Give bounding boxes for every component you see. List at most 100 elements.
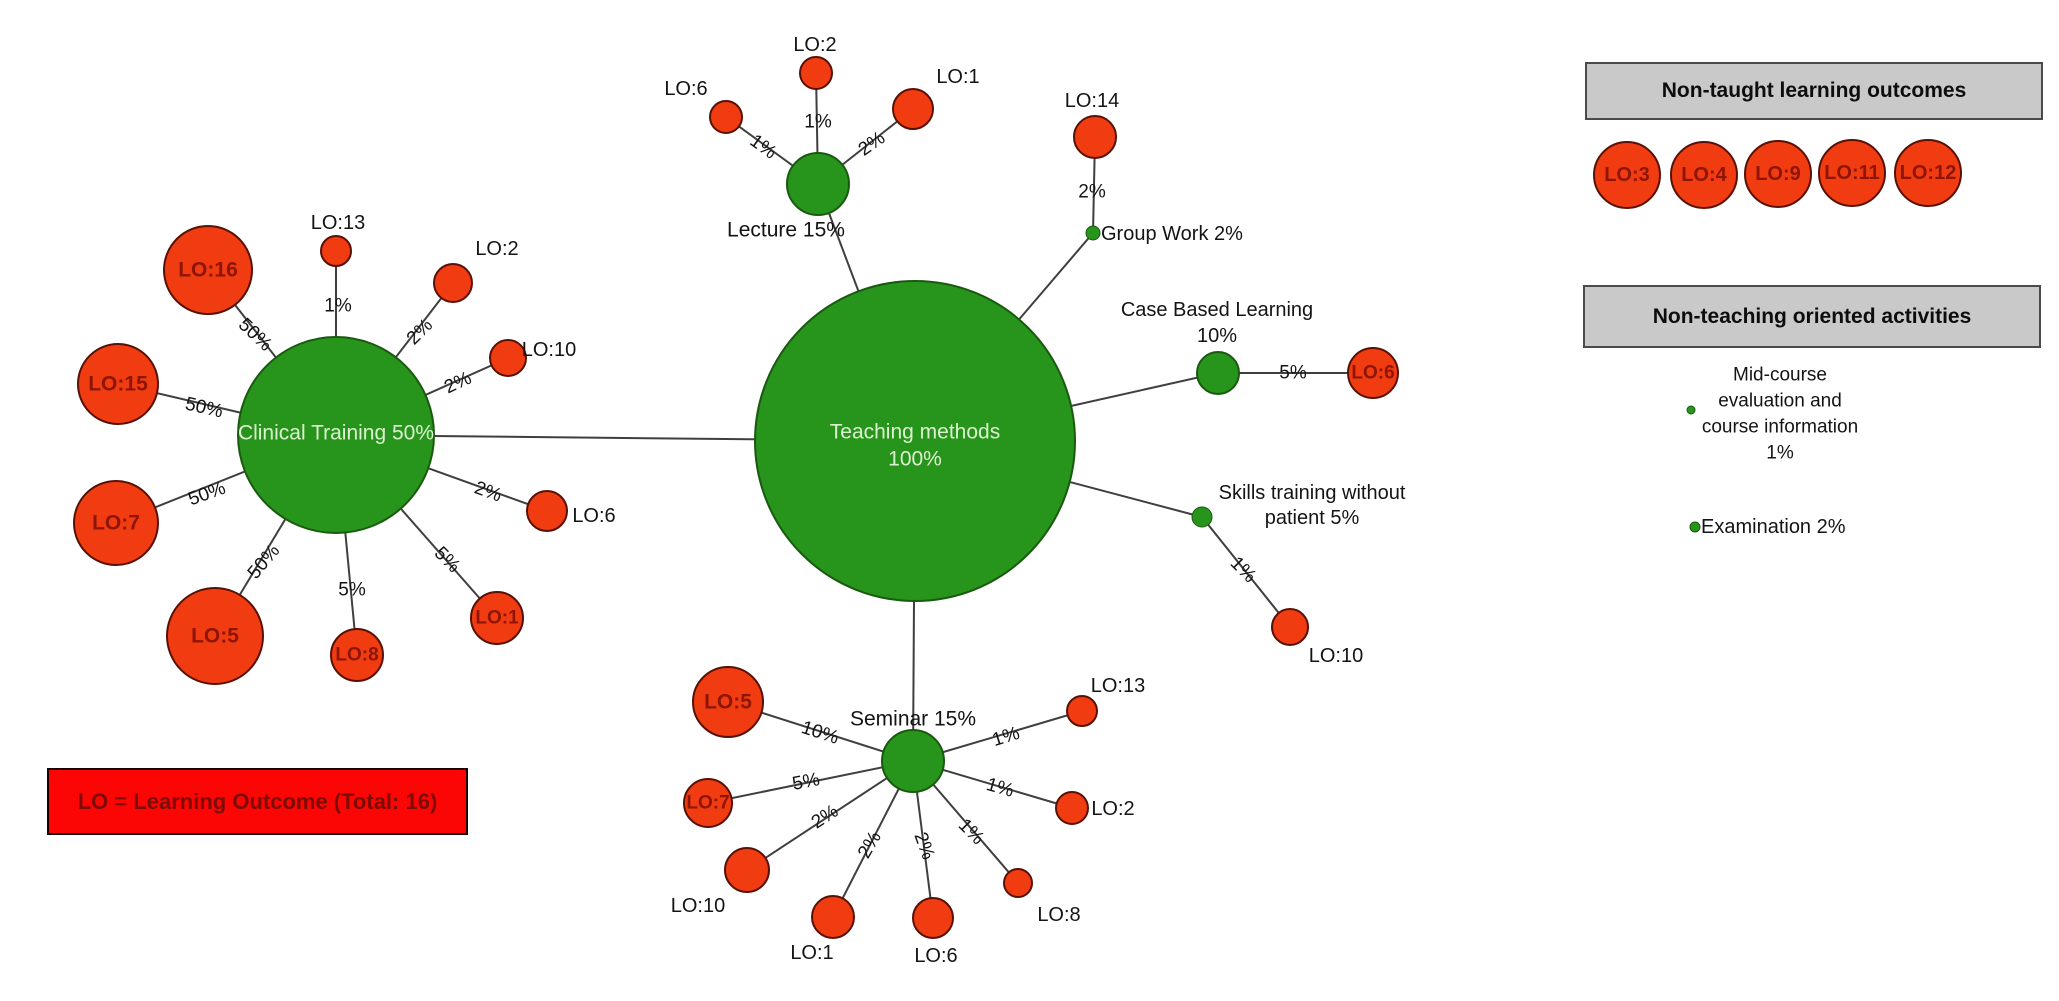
lo-legend-box: LO = Learning Outcome (Total: 16) [47, 768, 468, 835]
midcourse-label-line4: 1% [1766, 443, 1794, 464]
edge-label-clinical-training-clinical-lo2: 2% [403, 315, 437, 349]
label-clinical-lo8: LO:8 [335, 645, 378, 666]
label-nontaught-lo4: LO:4 [1681, 164, 1727, 186]
label-clinical-lo13: LO:13 [311, 212, 365, 234]
edge-label-seminar-seminar-lo7: 5% [791, 769, 822, 795]
node-seminar-lo8 [1003, 868, 1033, 898]
label-nontaught-lo11: LO:11 [1824, 162, 1880, 184]
node-skills-lo10 [1271, 608, 1309, 646]
edge-label-clinical-training-clinical-lo13: 1% [324, 296, 352, 317]
node-lecture-lo1 [892, 88, 934, 130]
non-teaching-activities-title: Non-teaching oriented activities [1652, 304, 1972, 328]
node-seminar-lo5 [692, 666, 764, 738]
label-teaching-methods-line2: 100% [888, 448, 942, 471]
label-nontaught-lo12: LO:12 [1900, 162, 1957, 184]
node-teaching-methods [754, 280, 1076, 602]
label-groupwork-lo14: LO:14 [1065, 90, 1119, 112]
label-seminar-lo1: LO:1 [790, 942, 833, 964]
edge-skills-training-skills-lo10 [1201, 516, 1291, 628]
label-clinical-lo1: LO:1 [475, 608, 519, 629]
node-clinical-lo1 [470, 591, 524, 645]
node-lecture-lo2 [799, 56, 833, 90]
node-clinical-lo5 [166, 587, 264, 685]
node-nontaught-lo9 [1744, 140, 1812, 208]
node-casebased-lo6 [1347, 347, 1399, 399]
node-group-work [1085, 225, 1101, 241]
edge-label-clinical-training-clinical-lo8: 5% [338, 580, 366, 601]
node-skills-training [1191, 506, 1213, 528]
label-seminar-lo7: LO:7 [686, 793, 729, 814]
lo-legend-text: LO = Learning Outcome (Total: 16) [77, 788, 438, 814]
node-case-based-learning [1196, 351, 1240, 395]
edge-seminar-seminar-lo10 [746, 760, 914, 871]
node-lecture [786, 152, 850, 216]
node-nontaught-lo3 [1593, 141, 1661, 209]
node-seminar-lo13 [1066, 695, 1098, 727]
node-seminar [881, 729, 945, 793]
label-seminar-lo2: LO:2 [1091, 798, 1134, 820]
node-seminar-lo1 [811, 895, 855, 939]
label-teaching-methods-line1: Teaching methods [830, 421, 1000, 444]
label-skills-training-line1: Skills training without [1219, 482, 1406, 504]
node-groupwork-lo14 [1073, 115, 1117, 159]
label-clinical-lo2: LO:2 [475, 238, 518, 260]
node-lecture-lo6 [709, 100, 743, 134]
node-clinical-lo16 [163, 225, 253, 315]
node-clinical-lo8 [330, 628, 384, 682]
label-seminar-lo6: LO:6 [914, 945, 957, 967]
label-clinical-lo7: LO:7 [92, 512, 140, 535]
non-taught-outcomes-title: Non-taught learning outcomes [1661, 79, 1967, 102]
node-clinical-lo13 [320, 235, 352, 267]
label-lecture: Lecture 15% [727, 219, 845, 242]
edge-label-group-work-groupwork-lo14: 2% [1078, 182, 1106, 203]
node-clinical-lo2 [433, 263, 473, 303]
edge-label-seminar-seminar-lo13: 1% [990, 723, 1023, 751]
non-teaching-activities-header: Non-teaching oriented activities [1583, 285, 2041, 348]
node-clinical-lo10 [489, 339, 527, 377]
label-case-based-learning-line1: Case Based Learning [1121, 299, 1313, 321]
edge-label-lecture-lecture-lo2: 1% [804, 112, 832, 133]
midcourse-label-line1: Mid-course [1733, 365, 1827, 386]
label-seminar-lo13: LO:13 [1091, 675, 1145, 697]
label-case-based-learning-line2: 10% [1197, 325, 1237, 347]
node-clinical-training [237, 336, 435, 534]
edge-label-clinical-training-clinical-lo10: 2% [441, 368, 475, 399]
node-clinical-lo7 [73, 480, 159, 566]
label-lecture-lo1: LO:1 [936, 66, 979, 88]
node-seminar-lo2 [1055, 791, 1089, 825]
node-nontaught-lo12 [1894, 139, 1962, 207]
edge-label-seminar-seminar-lo1: 2% [854, 828, 886, 862]
label-skills-lo10: LO:10 [1309, 645, 1363, 667]
label-clinical-training: Clinical Training 50% [238, 422, 434, 445]
label-lecture-lo2: LO:2 [793, 34, 836, 56]
label-clinical-lo16: LO:16 [178, 259, 238, 282]
node-midcourse-dot [1686, 405, 1696, 415]
label-clinical-lo15: LO:15 [88, 373, 148, 396]
label-skills-training-line2: patient 5% [1265, 507, 1360, 529]
edge-seminar-seminar-lo7 [707, 760, 914, 804]
label-nontaught-lo9: LO:9 [1755, 163, 1801, 185]
node-seminar-lo6 [912, 897, 954, 939]
label-seminar-lo8: LO:8 [1037, 904, 1080, 926]
edge-label-seminar-seminar-lo10: 2% [808, 801, 843, 834]
examination-label: Examination 2% [1701, 516, 1846, 538]
edge-label-seminar-seminar-lo6: 2% [909, 830, 938, 863]
label-clinical-lo5: LO:5 [191, 625, 239, 648]
edge-label-seminar-seminar-lo5: 10% [799, 717, 842, 749]
label-clinical-lo6: LO:6 [572, 505, 615, 527]
node-seminar-lo10 [724, 847, 770, 893]
edge-label-seminar-seminar-lo8: 1% [954, 815, 988, 849]
node-examination-dot [1689, 521, 1701, 533]
node-clinical-lo15 [77, 343, 159, 425]
edge-label-clinical-training-clinical-lo15: 50% [183, 393, 225, 422]
non-taught-outcomes-header: Non-taught learning outcomes [1585, 62, 2043, 120]
edge-label-case-based-learning-casebased-lo6: 5% [1279, 363, 1307, 384]
label-clinical-lo10: LO:10 [522, 339, 576, 361]
node-nontaught-lo4 [1670, 141, 1738, 209]
midcourse-label-line3: course information [1702, 417, 1858, 438]
label-nontaught-lo3: LO:3 [1604, 164, 1650, 186]
midcourse-label-line2: evaluation and [1718, 391, 1842, 412]
edge-label-clinical-training-clinical-lo7: 50% [186, 478, 229, 511]
label-seminar-lo5: LO:5 [704, 691, 752, 714]
